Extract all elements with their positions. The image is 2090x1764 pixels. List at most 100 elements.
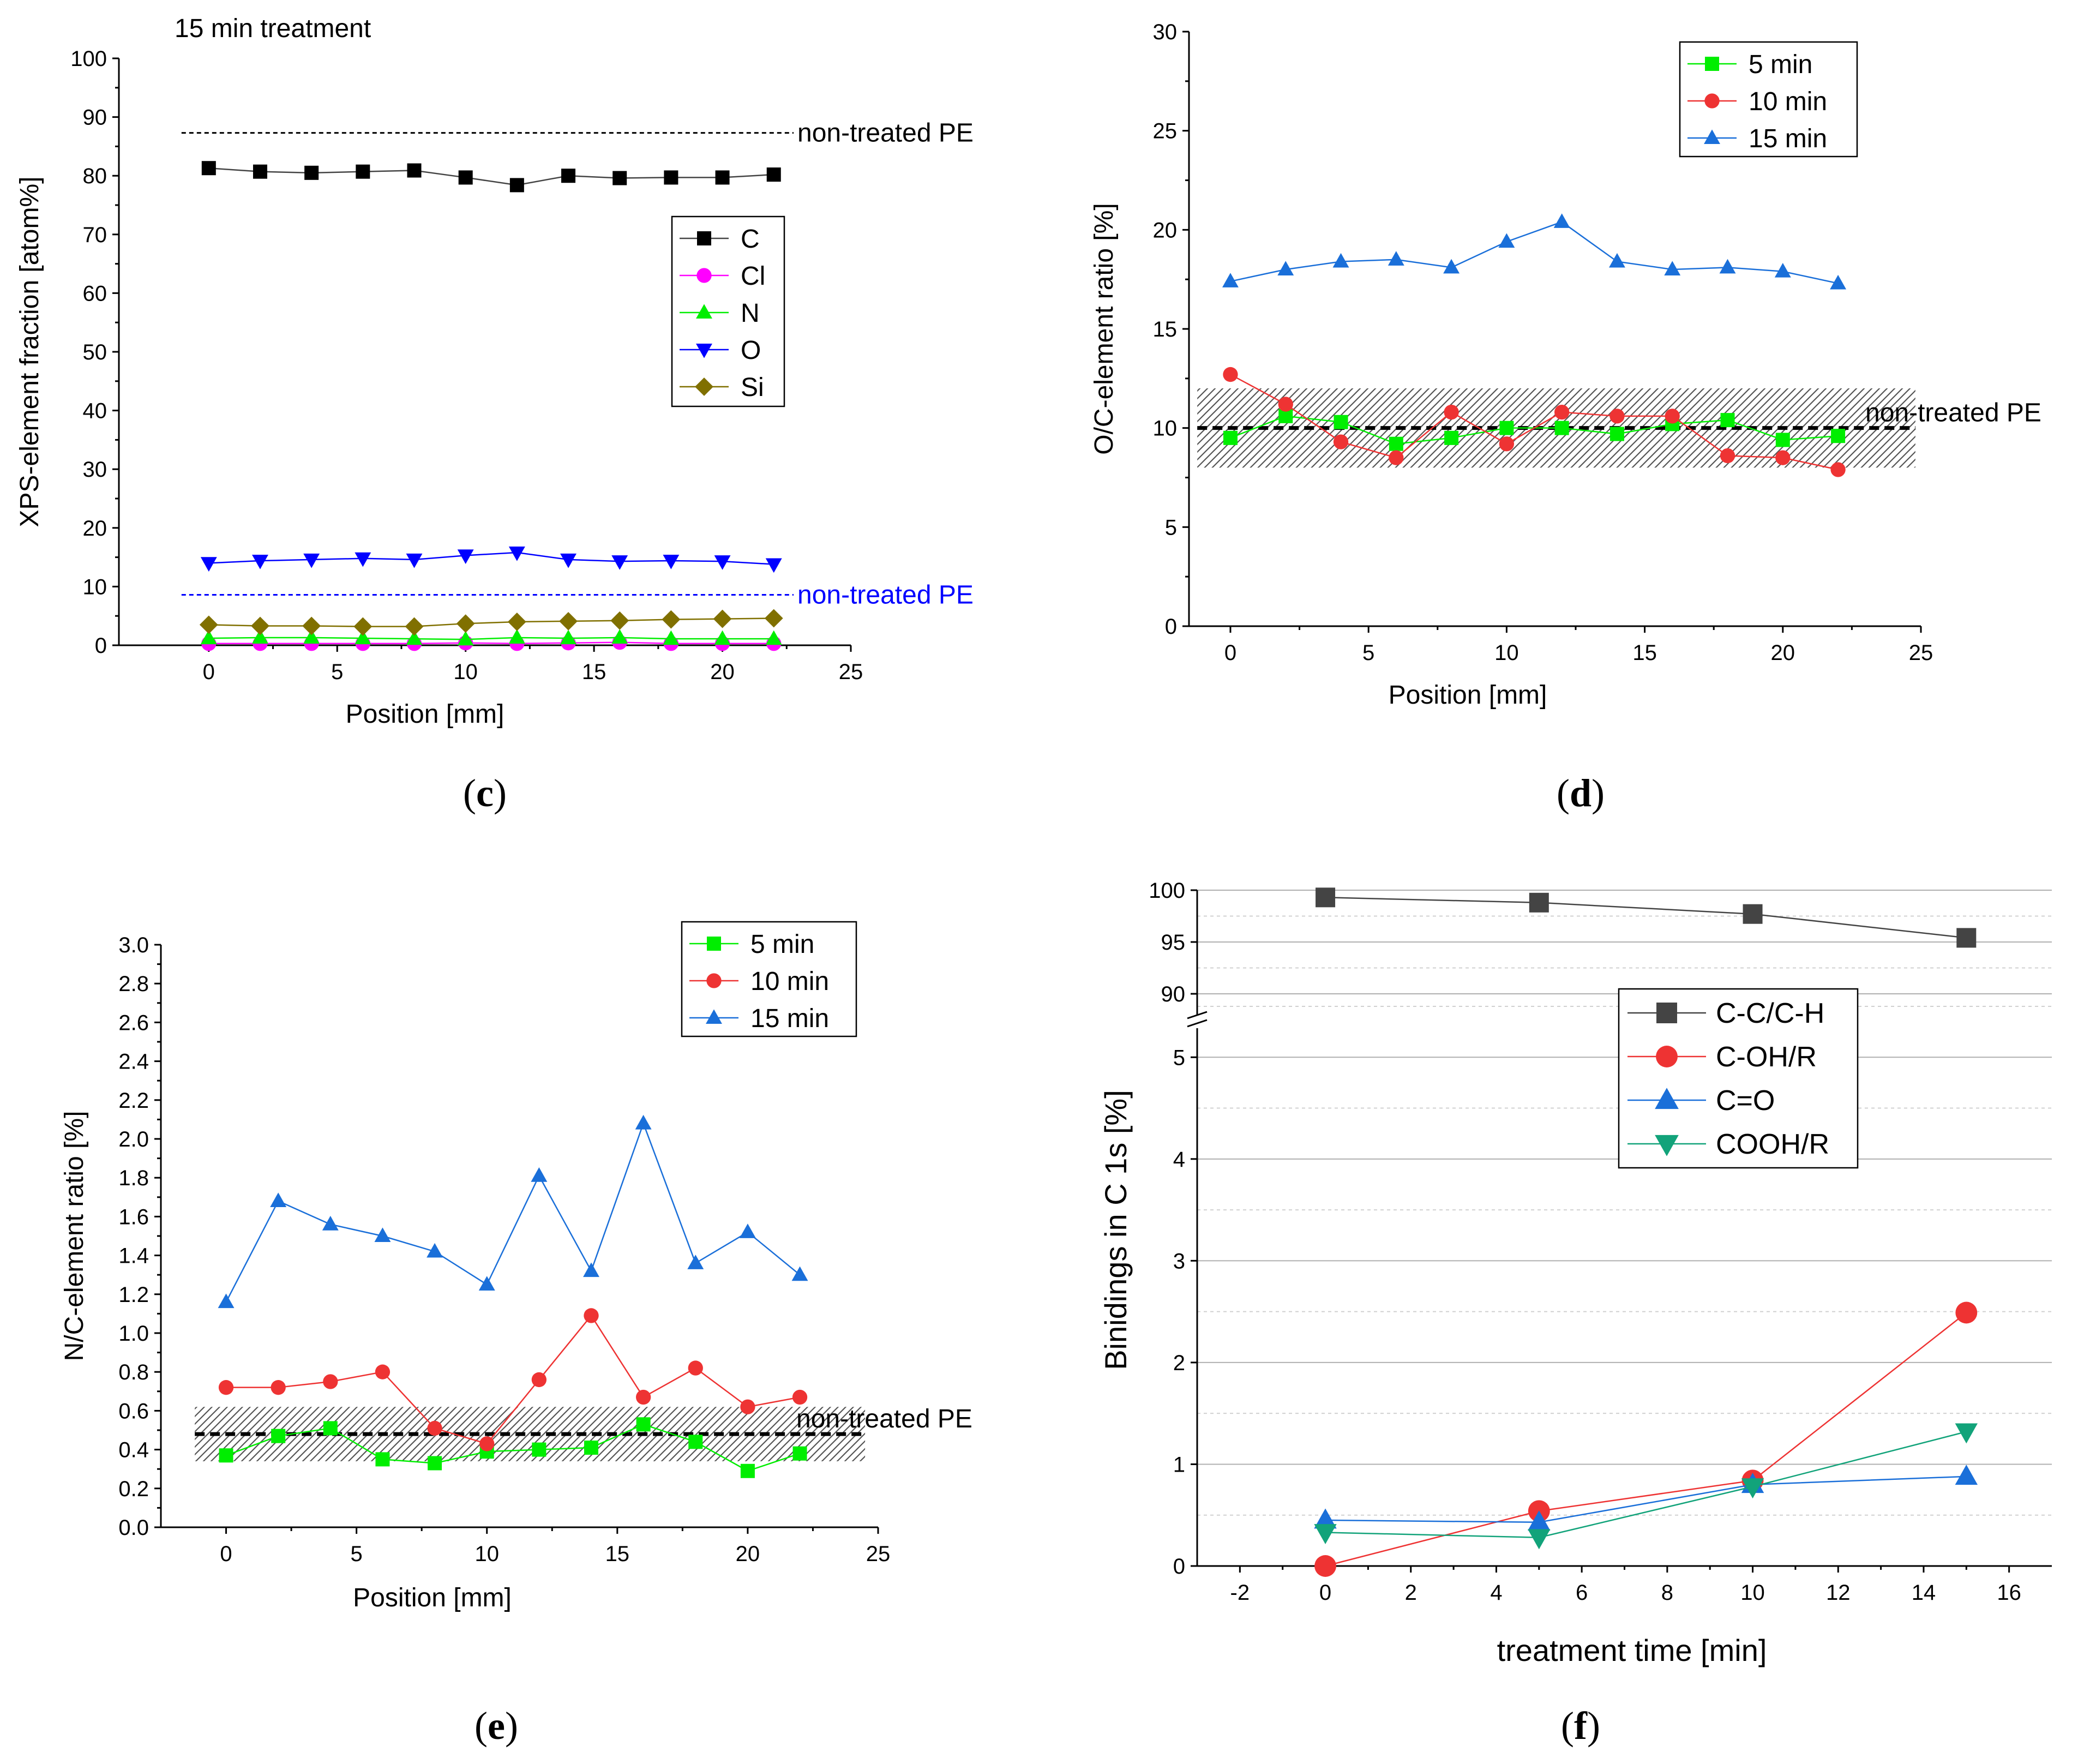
panel-paren-close: ) [1591,771,1605,815]
y-tick-label: 50 [83,340,107,364]
x-tick-label: 12 [1826,1581,1851,1605]
x-tick-label: 5 [351,1542,363,1566]
data-point [218,1293,235,1309]
data-point [304,165,319,180]
data-point [1222,273,1239,287]
data-point [1314,1555,1336,1577]
data-point [1743,904,1763,924]
data-point [1741,1478,1764,1499]
data-point [1665,409,1680,424]
panel-paren-open: ( [1561,1704,1574,1748]
data-point [584,1441,598,1455]
data-point [252,629,268,644]
series-line-c-c-c-h [1325,897,1967,939]
data-point [457,549,474,564]
x-tick-label: 10 [1494,641,1519,665]
y-tick-label: 0.2 [118,1477,149,1501]
legend-label: COOH/R [1716,1129,1829,1160]
data-point [1831,429,1846,443]
data-point [427,1420,442,1436]
series-line-5-min [226,1423,800,1472]
data-point [714,555,731,570]
legend-marker [1705,57,1719,71]
data-point [1775,433,1790,447]
panel-paren-close: ) [505,1704,518,1748]
data-point [1443,259,1460,274]
data-point [1333,434,1349,449]
chart-panel-c: 0 10 20 30 40 50 60 70 80 90 100 0 5 10 15 20 25 Position… [15,14,974,815]
data-point [715,170,730,185]
x-tick-label: 25 [866,1542,891,1566]
data-point [303,553,320,568]
data-point [355,552,371,567]
legend-label: Cl [741,262,765,291]
legend-marker [706,973,722,988]
data-point [271,1429,286,1443]
data-point [765,558,782,573]
series-line-n [208,637,774,640]
data-point [1223,367,1238,382]
x-tick-label: 4 [1490,1581,1502,1605]
y-tick-label: 15 [1153,317,1178,341]
data-point [635,1114,652,1130]
data-point [1314,1524,1337,1545]
legend-marker [696,268,712,283]
legend-label: 10 min [1749,87,1827,116]
data-point [688,1435,703,1449]
panel-letter-text: c [476,771,494,815]
data-point [739,1223,756,1238]
x-tick-label: 15 [1632,641,1657,665]
data-point [714,630,731,645]
x-tick-label: 25 [839,660,863,684]
legend-label: C-C/C-H [1716,998,1824,1029]
data-point [1529,892,1549,913]
legend-label: 5 min [1749,50,1812,79]
data-point [508,546,525,561]
legend-marker [1655,1088,1679,1109]
y-axis-label: N/C-element ratio [%] [60,1111,89,1361]
y-tick-label: 1 [1173,1453,1185,1477]
x-axis-label: Position [mm] [1389,681,1547,710]
data-point [1609,427,1624,441]
data-point [508,629,525,644]
legend-label: 15 min [750,1004,829,1033]
series-line-cooh-r [1325,1431,1967,1539]
data-point [636,1417,651,1432]
data-point [664,170,678,185]
y-tick-label: 90 [83,106,107,130]
legend-box [671,215,785,407]
data-point [1664,261,1681,276]
series-line-15-min [1230,221,1839,284]
data-point [1388,251,1404,266]
legend-label: O [741,336,761,365]
data-point [375,1364,391,1379]
x-axis-label: Position [mm] [353,1583,512,1612]
series-line-c-o [1325,1475,1967,1523]
legend-label: 5 min [750,930,814,959]
legend-marker [695,377,713,396]
data-point [560,629,576,645]
data-point [1774,263,1791,278]
data-point [219,1448,233,1463]
data-point [1444,430,1459,445]
data-point [356,164,370,179]
y-tick-label: 2.8 [118,972,149,996]
chart-panel-e: 0.0 0.2 0.4 0.6 0.8 1.0 1.2 1.4 1.6 1.8 2.0 2.2 2.4 2… [60,921,972,1748]
data-point [1277,261,1294,276]
data-point [611,629,628,644]
data-point [1553,213,1570,228]
data-point [1528,1510,1551,1531]
data-point [1444,404,1459,420]
panel-paren-close: ) [494,771,507,815]
legend-marker [1704,93,1720,109]
data-point [1554,404,1570,420]
data-point [478,1276,495,1291]
data-point [406,630,423,645]
data-point [405,617,424,636]
data-point [427,1243,443,1258]
panel-label: (e) [475,1704,518,1748]
x-tick-label: 0 [203,660,215,684]
data-point [1955,1423,1978,1444]
y-axis-label: O/C-element ratio [%] [1090,203,1119,454]
